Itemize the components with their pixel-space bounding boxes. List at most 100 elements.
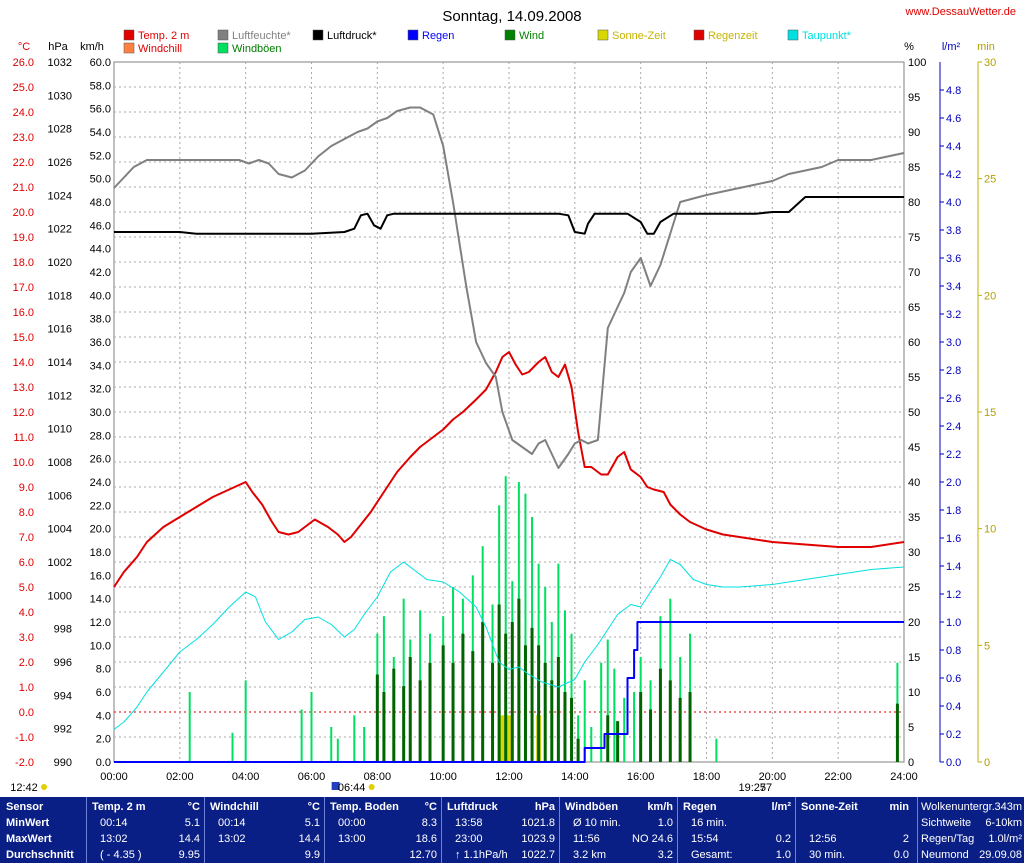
wind-bar: [451, 662, 455, 762]
wind-bar: [668, 680, 672, 762]
humidity-tick-label: 55: [908, 372, 920, 384]
minutes-tick-label: 25: [984, 174, 996, 186]
cell-value: 5.1: [304, 817, 320, 829]
temp-tick-label: 7.0: [19, 532, 34, 544]
wind-tick-label: 28.0: [90, 430, 111, 442]
legend-label: Luftfeuchte*: [232, 30, 291, 42]
legend-swatch: [504, 29, 516, 41]
wind-bar: [543, 662, 547, 762]
wind-tick-label: 30.0: [90, 407, 111, 419]
wind-gust-bar: [244, 680, 247, 762]
wind-axis-unit: km/h: [80, 41, 104, 53]
temp-tick-label: 24.0: [13, 107, 34, 119]
wind-tick-label: 2.0: [96, 734, 111, 746]
wind-bar: [392, 668, 396, 762]
pressure-tick-label: 1006: [48, 490, 72, 502]
pressure-tick-label: 1012: [48, 390, 72, 402]
column-unit: km/h: [647, 801, 673, 813]
wind-bar: [408, 657, 412, 762]
temp-tick-label: -2.0: [15, 757, 34, 769]
wind-bar: [556, 657, 560, 762]
column-unit: hPa: [534, 801, 555, 813]
wind-tick-label: 12.0: [90, 617, 111, 629]
humidity-tick-label: 25: [908, 582, 920, 594]
sun-icon: [41, 784, 47, 790]
wind-gust-bar: [606, 639, 609, 762]
rain-tick-label: 0.2: [946, 729, 961, 741]
humidity-tick-label: 75: [908, 232, 920, 244]
row-label: MinWert: [6, 817, 50, 829]
rain-tick-label: 2.0: [946, 477, 961, 489]
wind-gust-bar: [715, 738, 718, 762]
humidity-tick-label: 10: [908, 687, 920, 699]
minutes-tick-label: 5: [984, 640, 990, 652]
temp-tick-label: 26.0: [13, 57, 34, 69]
wind-tick-label: 36.0: [90, 337, 111, 349]
temp-tick-label: 2.0: [19, 657, 34, 669]
sunrise-time: 06:44: [338, 782, 366, 794]
temp-tick-label: 4.0: [19, 607, 34, 619]
temp-tick-label: 16.0: [13, 307, 34, 319]
divider: [0, 795, 1024, 797]
time-markers: 06:44 19:27 12:42 57: [10, 782, 772, 794]
cell-value: 1021.8: [521, 817, 555, 829]
minutes-tick-label: 0: [984, 757, 990, 769]
axis-marker-label: 12:42: [10, 782, 38, 794]
cell-value: 1.0: [657, 817, 673, 829]
temp-tick-label: 3.0: [19, 632, 34, 644]
cell-label: 00:14: [100, 817, 128, 829]
wind-bar: [895, 703, 899, 762]
wind-bar: [497, 604, 501, 762]
extra-value: 6-10km: [985, 817, 1022, 829]
legend-label: Regen: [422, 30, 454, 42]
wind-gust-bar: [353, 715, 356, 762]
wind-tick-label: 22.0: [90, 500, 111, 512]
cell-value: NO 24.6: [632, 833, 673, 845]
temp-tick-label: 14.0: [13, 357, 34, 369]
wind-gust-bar: [402, 598, 405, 762]
pressure-tick-label: 994: [54, 690, 72, 702]
legend-label: Windchill: [138, 43, 182, 55]
extra-label: Sichtweite: [921, 817, 972, 829]
column-separator: [86, 797, 87, 863]
humidity-tick-label: 40: [908, 477, 920, 489]
humidity-tick-label: 100: [908, 57, 926, 69]
wind-bar: [504, 633, 508, 762]
temp-tick-label: 22.0: [13, 157, 34, 169]
humidity-tick-label: 90: [908, 127, 920, 139]
legend-label: Windböen: [232, 43, 282, 55]
rain-axis-unit: l/m²: [942, 41, 961, 53]
pressure-tick-label: 1004: [48, 524, 72, 536]
site-link[interactable]: www.DessauWetter.de: [905, 6, 1016, 18]
x-tick-label: 24:00: [890, 771, 918, 783]
wind-bar: [639, 692, 643, 762]
chart-title: Sonntag, 14.09.2008: [442, 8, 581, 25]
cell-value: 5.1: [184, 817, 200, 829]
rain-tick-label: 1.4: [946, 561, 961, 573]
extra-label: Neumond: [921, 849, 969, 861]
extra-label: Wolkenuntergr.: [921, 801, 995, 813]
column-unit: °C: [424, 801, 437, 813]
pressure-tick-label: 996: [54, 657, 72, 669]
wind-gust-bar: [336, 738, 339, 762]
wind-gust-bar: [524, 493, 527, 762]
wind-gust-bar: [613, 668, 616, 762]
temp-tick-label: 1.0: [19, 682, 34, 694]
pressure-tick-label: 1032: [48, 57, 72, 69]
humidity-tick-label: 70: [908, 267, 920, 279]
legend-swatch: [312, 29, 324, 41]
legend-label: Luftdruck*: [327, 30, 377, 42]
wind-gust-bar: [590, 727, 593, 762]
cell-label: 3.2 km: [573, 849, 607, 861]
wind-tick-label: 8.0: [96, 664, 111, 676]
wind-bar: [537, 645, 541, 762]
humidity-tick-label: 45: [908, 442, 920, 454]
rain-tick-label: 3.0: [946, 337, 961, 349]
cell-value: 0.0: [893, 849, 909, 861]
wind-tick-label: 24.0: [90, 477, 111, 489]
temp-tick-label: 10.0: [13, 457, 34, 469]
wind-bar: [606, 715, 610, 762]
pressure-tick-label: 1018: [48, 290, 72, 302]
rain-tick-label: 1.2: [946, 589, 961, 601]
rain-tick-label: 0.8: [946, 645, 961, 657]
